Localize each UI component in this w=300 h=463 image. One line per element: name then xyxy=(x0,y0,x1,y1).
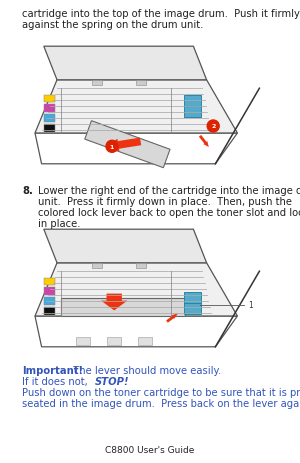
FancyBboxPatch shape xyxy=(44,278,55,286)
FancyBboxPatch shape xyxy=(107,337,121,346)
FancyArrow shape xyxy=(101,294,128,311)
FancyBboxPatch shape xyxy=(92,264,102,269)
FancyBboxPatch shape xyxy=(61,298,184,316)
Text: 8.: 8. xyxy=(22,186,33,195)
Text: seated in the image drum.  Press back on the lever again.: seated in the image drum. Press back on … xyxy=(22,398,300,408)
Text: Important!: Important! xyxy=(22,365,83,375)
FancyBboxPatch shape xyxy=(138,337,152,346)
FancyBboxPatch shape xyxy=(44,288,55,295)
FancyBboxPatch shape xyxy=(44,125,55,132)
Text: 1: 1 xyxy=(110,144,114,149)
Text: Push down on the toner cartridge to be sure that it is properly: Push down on the toner cartridge to be s… xyxy=(22,387,300,397)
Text: If it does not,: If it does not, xyxy=(22,376,94,386)
Text: colored lock lever back to open the toner slot and lock it: colored lock lever back to open the tone… xyxy=(38,207,300,218)
Polygon shape xyxy=(44,230,207,263)
FancyBboxPatch shape xyxy=(136,81,146,86)
FancyBboxPatch shape xyxy=(44,297,55,305)
Text: STOP!: STOP! xyxy=(95,376,130,386)
Circle shape xyxy=(106,141,118,153)
Polygon shape xyxy=(35,81,237,134)
FancyBboxPatch shape xyxy=(184,303,200,314)
Text: C8800 User's Guide: C8800 User's Guide xyxy=(105,445,195,454)
FancyArrow shape xyxy=(166,313,178,323)
Polygon shape xyxy=(35,263,237,316)
Circle shape xyxy=(207,121,219,133)
FancyBboxPatch shape xyxy=(44,105,55,113)
FancyBboxPatch shape xyxy=(184,95,200,106)
Text: 2: 2 xyxy=(211,124,215,129)
Text: in place.: in place. xyxy=(38,219,80,229)
FancyBboxPatch shape xyxy=(44,115,55,123)
FancyBboxPatch shape xyxy=(44,307,55,315)
Text: 1: 1 xyxy=(248,300,253,310)
FancyBboxPatch shape xyxy=(184,106,200,118)
Text: against the spring on the drum unit.: against the spring on the drum unit. xyxy=(22,20,203,30)
Polygon shape xyxy=(44,47,207,81)
Polygon shape xyxy=(85,121,170,169)
FancyBboxPatch shape xyxy=(44,95,55,103)
FancyArrow shape xyxy=(105,138,141,152)
FancyBboxPatch shape xyxy=(184,292,200,303)
FancyArrow shape xyxy=(199,136,209,148)
Text: The lever should move easily.: The lever should move easily. xyxy=(67,365,221,375)
FancyBboxPatch shape xyxy=(92,81,102,86)
Text: Lower the right end of the cartridge into the image drum: Lower the right end of the cartridge int… xyxy=(38,186,300,195)
FancyBboxPatch shape xyxy=(76,337,90,346)
FancyBboxPatch shape xyxy=(136,264,146,269)
Text: cartridge into the top of the image drum.  Push it firmly: cartridge into the top of the image drum… xyxy=(22,9,300,19)
Text: unit.  Press it firmly down in place.  Then, push the: unit. Press it firmly down in place. The… xyxy=(38,197,292,206)
